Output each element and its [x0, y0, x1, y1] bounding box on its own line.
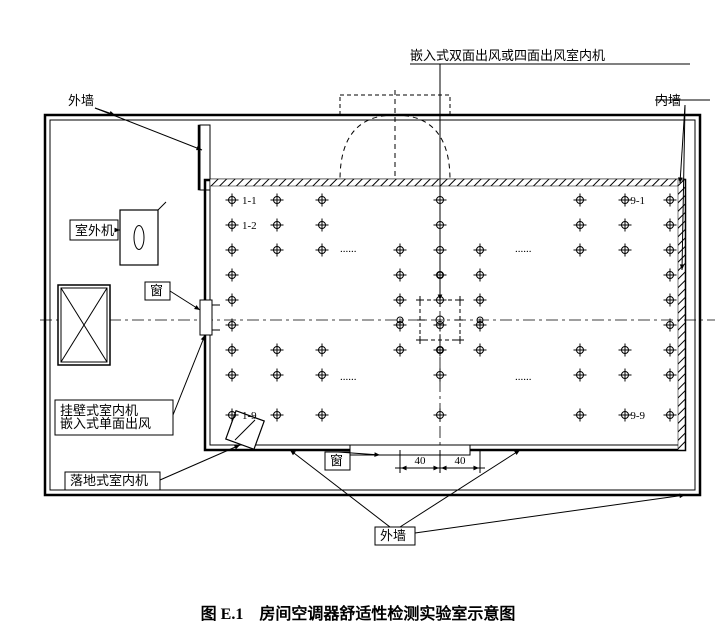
svg-text:落地式室内机: 落地式室内机 [70, 473, 148, 488]
svg-text:外墙: 外墙 [68, 93, 94, 108]
svg-text:嵌入式双面出风或四面出风室内机: 嵌入式双面出风或四面出风室内机 [410, 48, 605, 63]
svg-text:1-2: 1-2 [242, 220, 257, 232]
svg-text:1-1: 1-1 [242, 195, 257, 207]
svg-text:......: ...... [515, 371, 532, 383]
svg-text:窗: 窗 [330, 453, 343, 468]
svg-text:......: ...... [515, 243, 532, 255]
svg-text:窗: 窗 [150, 283, 163, 298]
svg-text:9-1: 9-1 [630, 195, 645, 207]
svg-text:......: ...... [340, 371, 357, 383]
svg-text:40: 40 [415, 455, 427, 467]
figure-caption: 图 E.1 房间空调器舒适性检测实验室示意图 [20, 600, 696, 624]
svg-text:......: ...... [340, 243, 357, 255]
svg-text:外墙: 外墙 [380, 528, 406, 543]
lab-diagram: ........................ 1-1 1-2 1-9 9-1 9-9 4… [20, 20, 716, 560]
svg-text:9-9: 9-9 [630, 410, 645, 422]
svg-text:室外机: 室外机 [75, 223, 114, 238]
svg-text:1-9: 1-9 [242, 410, 257, 422]
svg-text:挂壁式室内机嵌入式单面出风: 挂壁式室内机嵌入式单面出风 [60, 403, 151, 431]
svg-text:40: 40 [455, 455, 467, 467]
